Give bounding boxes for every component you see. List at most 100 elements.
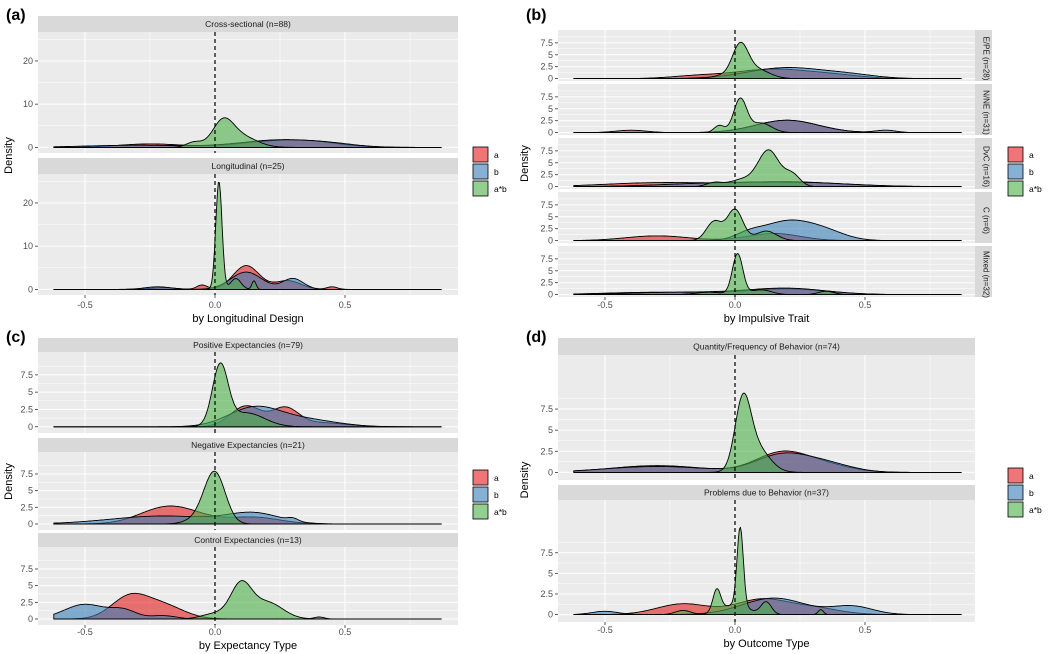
legend: ab a*b: [1007, 146, 1042, 197]
density-ab: [573, 208, 962, 242]
panel-d: (d)Quantity/Frequency of Behavior (n=74)…: [519, 329, 1042, 650]
y-tick-label: 7.5: [20, 370, 33, 380]
legend-key-ab: [1007, 180, 1024, 197]
panel-letter: (d): [526, 329, 546, 346]
legend: ab a*b: [472, 469, 507, 520]
facet-label: Cross-sectional (n=88): [205, 19, 291, 29]
y-tick-label: 0: [28, 284, 33, 294]
y-tick-label: 0: [28, 422, 33, 432]
x-tick-label: 0.0: [209, 627, 222, 637]
y-tick-label: 5: [28, 387, 33, 397]
facet-strip: [558, 338, 975, 355]
y-tick-label: 2.5: [20, 597, 33, 607]
legend-label: a*b: [494, 184, 507, 194]
y-tick-label: 0: [548, 290, 553, 300]
facet: E/PE (n=28) 0 2.5 5 7.5: [540, 30, 992, 84]
y-tick-label: 0: [548, 182, 553, 192]
y-tick-label: 5: [548, 104, 553, 114]
y-tick-label: 7.5: [540, 200, 553, 210]
panel-letter: (c): [6, 329, 26, 346]
y-tick-label: 5: [548, 568, 553, 578]
x-axis-label: by Expectancy Type: [199, 640, 297, 652]
y-tick-label: 7.5: [540, 146, 553, 156]
legend-label: a*b: [494, 507, 507, 517]
y-tick-label: 0: [548, 74, 553, 84]
facet: Problems due to Behavior (n=37) 0 2.5 5 7.5: [540, 485, 975, 622]
density-ab: [53, 470, 442, 525]
y-tick-label: 5: [548, 212, 553, 222]
y-tick-label: 5: [548, 50, 553, 60]
x-tick-label: 0.5: [339, 300, 352, 310]
y-tick-label: 2.5: [540, 446, 553, 456]
density-ab: [573, 392, 962, 473]
legend-key-b: [1007, 163, 1024, 180]
legend-key-b: [472, 486, 489, 503]
density-ab: [573, 253, 962, 296]
y-tick-label: 7.5: [540, 254, 553, 264]
y-tick-label: 0: [548, 236, 553, 246]
y-tick-label: 7.5: [540, 38, 553, 48]
legend-label: a: [1029, 150, 1034, 160]
y-tick-label: 7.5: [540, 92, 553, 102]
panel-a: (a) Cross-sectional (n=88)01020Longitudin…: [3, 7, 507, 325]
facet: DvC (n=16) 0 2.5 5 7.5: [540, 138, 992, 192]
facet-strip: [975, 192, 992, 243]
legend: ab a*b: [472, 146, 507, 197]
legend-label: a: [494, 150, 499, 160]
facet-strip: [38, 338, 458, 352]
facet-label: E/PE (n=28): [982, 37, 991, 81]
y-tick-label: 2.5: [540, 116, 553, 126]
y-tick-label: 0: [548, 128, 553, 138]
y-tick-label: 2.5: [540, 278, 553, 288]
y-tick-label: 0: [28, 519, 33, 529]
y-tick-label: 7.5: [540, 548, 553, 558]
facet: Cross-sectional (n=88) 0 10 20: [23, 16, 458, 153]
legend-key-a: [472, 146, 489, 163]
x-tick-label: -0.5: [597, 300, 613, 310]
y-tick-label: 2.5: [540, 62, 553, 72]
density-ab: [573, 149, 962, 188]
facet-label: C (n=6): [982, 207, 991, 234]
y-tick-label: 10: [23, 99, 33, 109]
density-ab: [53, 362, 442, 428]
panel-c: (c) Positive Expectancies (n=79)02.557.5N…: [3, 329, 507, 652]
y-tick-label: 0: [548, 610, 553, 620]
x-tick-label: -0.5: [597, 625, 613, 635]
facet: Longitudinal (n=25) 0 10 20: [23, 158, 458, 295]
legend-label: b: [494, 167, 499, 177]
x-axis-label: by Longitudinal Design: [192, 313, 303, 325]
facet-strip: [975, 84, 992, 135]
facet: C (n=6) 0 2.5 5 7.5: [540, 192, 992, 246]
legend-label: a*b: [1029, 505, 1042, 515]
legend-label: b: [1029, 167, 1034, 177]
y-tick-label: 10: [23, 241, 33, 251]
x-axis-label: by Impulsive Trait: [724, 313, 810, 325]
x-tick-label: -0.5: [77, 300, 93, 310]
y-tick-label: 0: [28, 614, 33, 624]
facet: Positive Expectancies (n=79) 0 2.5 5 7.5: [20, 338, 458, 433]
legend-label: a: [1029, 471, 1034, 481]
legend-label: b: [494, 490, 499, 500]
y-tick-label: 2.5: [540, 589, 553, 599]
y-tick-label: 5: [548, 158, 553, 168]
facet-strip: [975, 138, 992, 189]
facet-label: Problems due to Behavior (n=37): [704, 488, 829, 498]
facet-label: Control Expectancies (n=13): [194, 535, 302, 545]
facet-label: Quantity/Frequency of Behavior (n=74): [693, 342, 840, 352]
legend-key-ab: [472, 503, 489, 520]
facet-label: Mixed (n=32): [982, 251, 991, 298]
facet-label: Negative Expectancies (n=21): [191, 440, 305, 450]
legend-key-a: [1007, 467, 1024, 484]
legend-key-b: [1007, 484, 1024, 501]
facet-strip: [975, 30, 992, 81]
legend-label: b: [1029, 488, 1034, 498]
legend-label: a*b: [1029, 184, 1042, 194]
y-tick-label: 20: [23, 198, 33, 208]
x-tick-label: 0.5: [339, 627, 352, 637]
y-tick-label: 5: [548, 425, 553, 435]
facet: Quantity/Frequency of Behavior (n=74) 0 2.…: [540, 338, 975, 480]
y-tick-label: 5: [28, 486, 33, 496]
x-axis-label: by Outcome Type: [723, 638, 809, 650]
y-tick-label: 2.5: [540, 224, 553, 234]
legend-key-a: [472, 469, 489, 486]
